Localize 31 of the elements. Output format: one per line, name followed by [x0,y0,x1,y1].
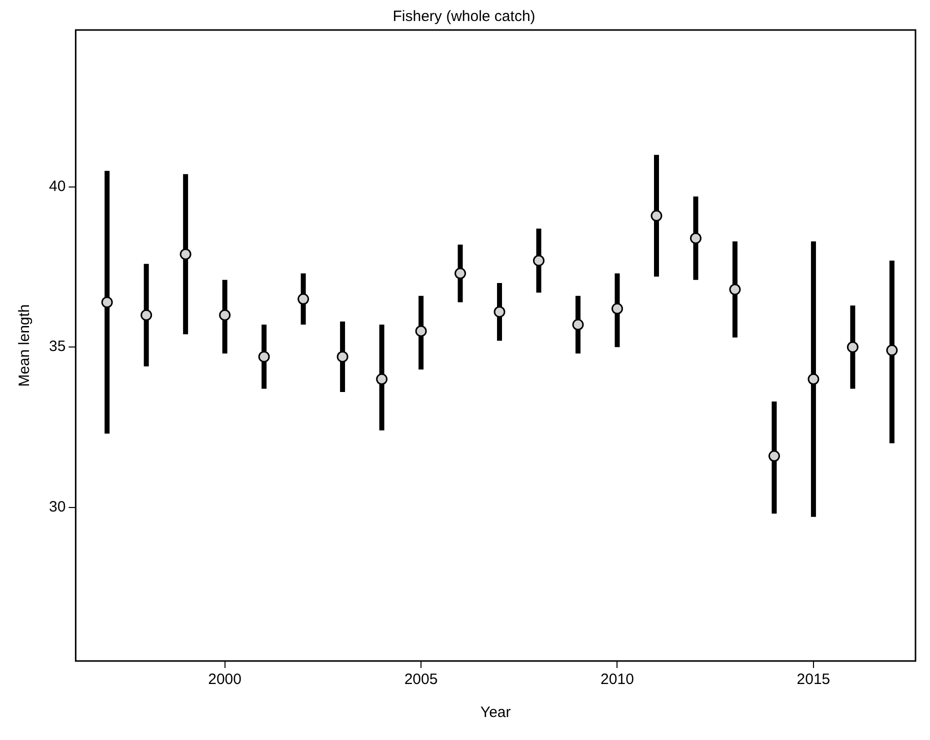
point [101,296,113,308]
y-axis-title: Mean length [16,304,34,387]
point [886,344,898,356]
point [415,325,427,337]
chart-title: Fishery (whole catch) [392,8,536,26]
x-tick-label: 2005 [404,671,438,688]
point [768,450,780,462]
y-tick-label: 40 [48,178,66,196]
point [612,302,623,314]
point [140,309,152,321]
y-tick-label: 30 [48,498,66,516]
point [729,284,741,296]
point [258,350,270,362]
x-axis-title: Year [480,704,511,722]
point [336,350,348,362]
point [650,210,662,222]
point [454,268,466,280]
y-tick-label: 35 [48,338,66,356]
point [533,254,545,266]
point [298,293,310,305]
point [846,341,858,353]
point [808,373,820,385]
x-tick-label: 2015 [796,671,830,688]
point [376,373,388,385]
point [180,248,192,260]
x-tick-label: 2000 [208,671,242,688]
point [219,309,231,321]
x-tick-label: 2010 [600,671,634,688]
point [690,232,702,244]
point [572,318,584,330]
point [494,306,506,318]
